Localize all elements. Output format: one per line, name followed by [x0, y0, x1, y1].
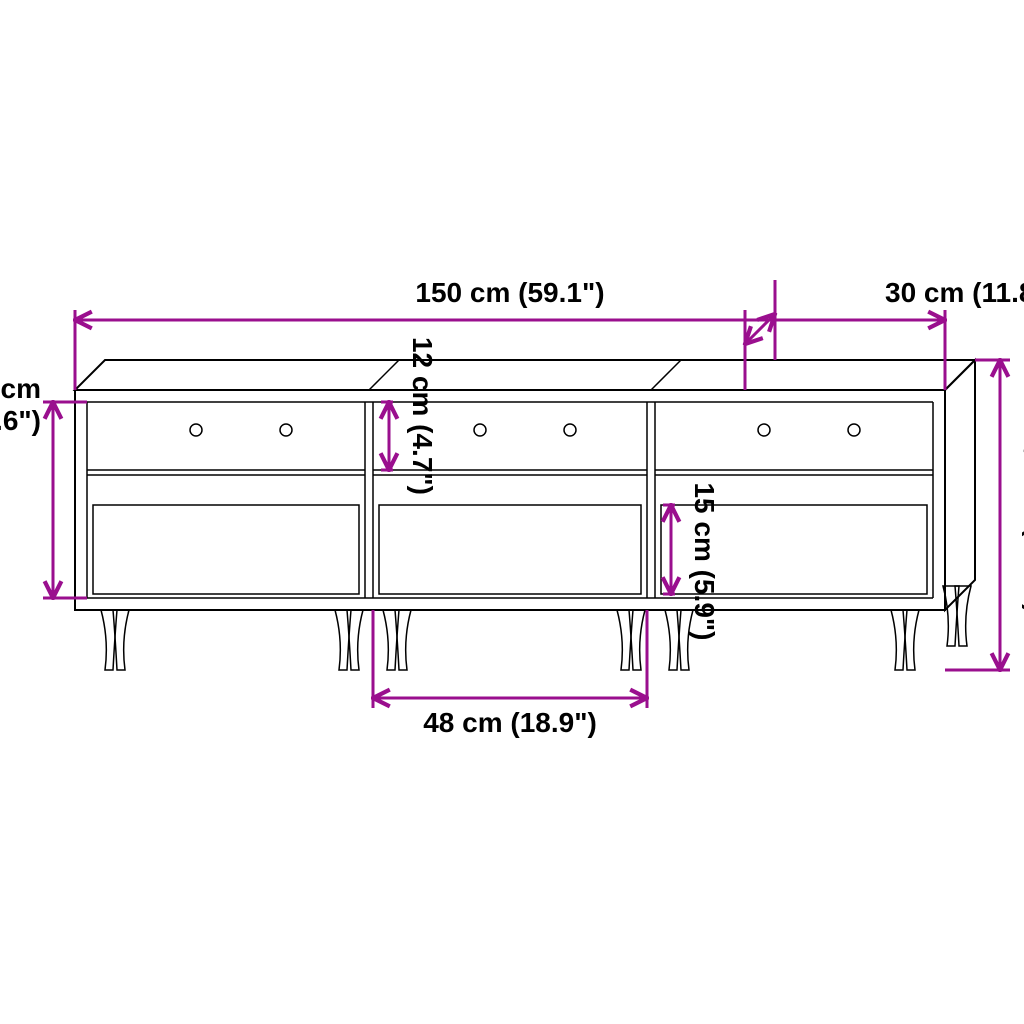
- dim-shelf-gap: 12 cm (4.7"): [407, 337, 438, 495]
- dim-depth: 30 cm (11.8"): [885, 277, 1024, 308]
- dim-inner-top: 34,5 cm: [0, 373, 41, 404]
- dim-drawer-h: 15 cm (5.9"): [689, 482, 720, 640]
- dimension-diagram: 150 cm (59.1")30 cm (11.8")44,5 cm (17.5…: [0, 0, 1024, 1024]
- dim-section-w: 48 cm (18.9"): [423, 707, 597, 738]
- dim-width: 150 cm (59.1"): [415, 277, 604, 308]
- dim-inner-bot: (13.6"): [0, 405, 41, 436]
